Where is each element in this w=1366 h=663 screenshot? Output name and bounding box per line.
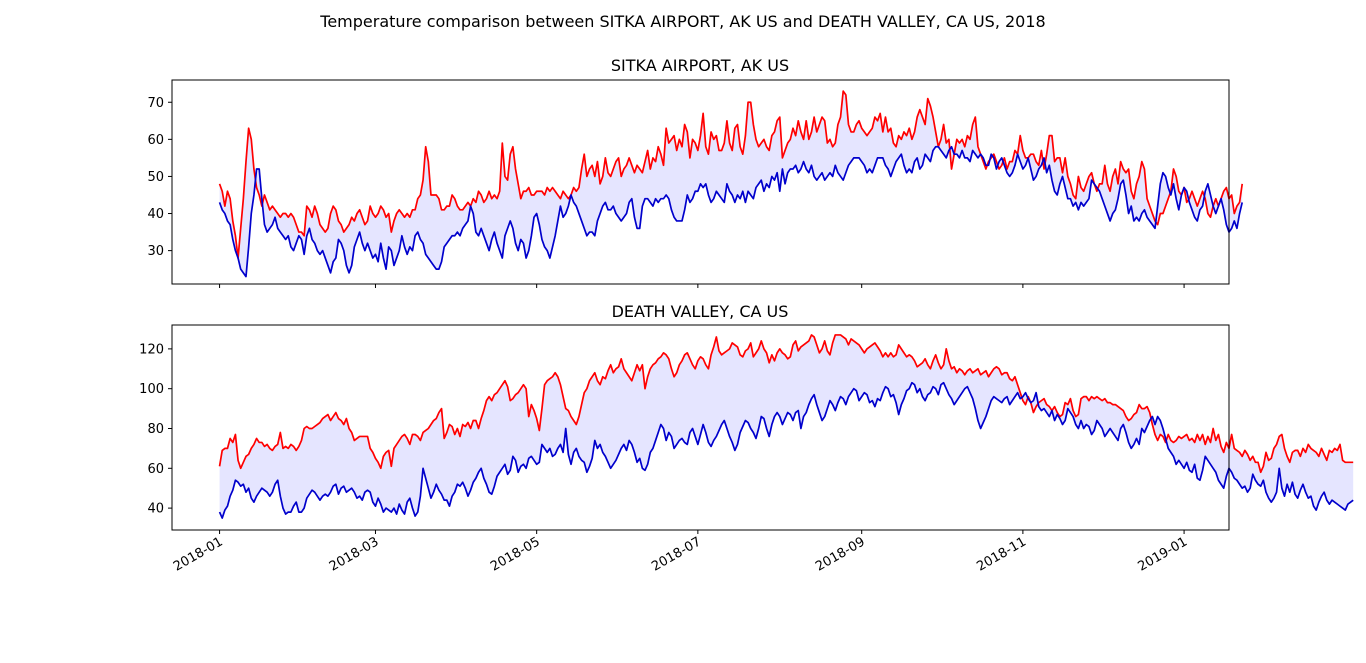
- fill-between-band: [219, 334, 1354, 519]
- subplot-title-death-valley: DEATH VALLEY, CA US: [612, 302, 789, 321]
- y-tick-label: 80: [147, 422, 164, 437]
- y-tick-label: 70: [147, 96, 164, 111]
- figure-suptitle: Temperature comparison between SITKA AIR…: [319, 12, 1045, 31]
- series-line-high: [218, 334, 1354, 474]
- y-tick-label: 30: [147, 244, 164, 259]
- subplot-title-sitka: SITKA AIRPORT, AK US: [611, 56, 789, 75]
- y-tick-label: 40: [147, 502, 164, 517]
- axes-frame: [171, 324, 1230, 531]
- axes-frame: [171, 79, 1230, 285]
- y-tick-label: 120: [139, 342, 164, 357]
- series-line-low: [218, 145, 1244, 278]
- y-tick-label: 100: [139, 382, 164, 397]
- subplot-sitka: SITKA AIRPORT, AK US 30 40 50 60 70: [147, 56, 1244, 288]
- y-tick-label: 50: [147, 170, 164, 185]
- series-line-low: [218, 381, 1354, 519]
- series-line-high: [218, 90, 1244, 259]
- fill-between-band: [219, 91, 1243, 277]
- y-tick-label: 40: [147, 207, 164, 222]
- y-tick-label: 60: [147, 133, 164, 148]
- y-tick-label: 60: [147, 462, 164, 477]
